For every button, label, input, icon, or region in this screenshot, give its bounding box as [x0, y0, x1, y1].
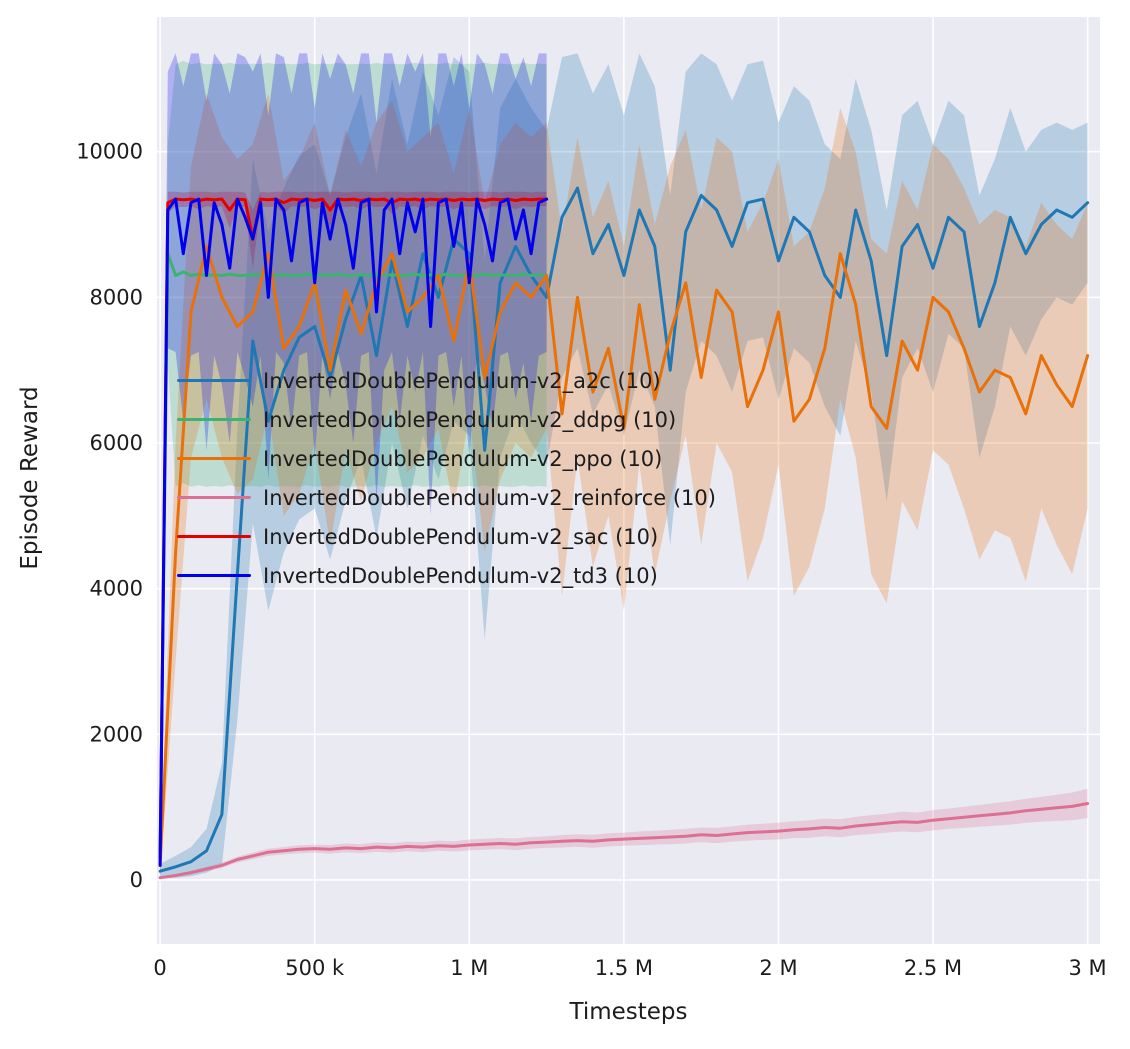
band-ppo [160, 93, 1088, 877]
y-tick-label: 6000 [90, 431, 143, 455]
legend-label: InvertedDoublePendulum-v2_a2c (10) [263, 368, 661, 393]
y-tick-label: 8000 [90, 285, 143, 309]
series-line-td3 [158, 197, 549, 867]
series-lines [158, 186, 1090, 880]
y-tick-label: 4000 [90, 577, 143, 601]
band-td3 [160, 53, 547, 888]
x-tick-label: 500 k [285, 956, 345, 980]
y-axis-label: Episode Reward [17, 386, 43, 570]
legend-label: InvertedDoublePendulum-v2_ddpg (10) [263, 407, 677, 432]
legend-line-swatch-td3 [177, 574, 251, 577]
grid [157, 17, 1100, 944]
x-tick-label: 1 M [450, 956, 488, 980]
legend-item-reinforce: InvertedDoublePendulum-v2_reinforce (10) [177, 478, 716, 517]
legend: InvertedDoublePendulum-v2_a2c (10) Invert… [177, 361, 716, 595]
series-line-sac [158, 197, 549, 860]
x-tick-label: 3 M [1069, 956, 1107, 980]
legend-label: InvertedDoublePendulum-v2_sac (10) [263, 524, 659, 549]
legend-line-swatch-a2c [177, 379, 251, 382]
legend-line-swatch-ppo [177, 457, 251, 460]
legend-line-swatch-sac [177, 535, 251, 538]
legend-label: InvertedDoublePendulum-v2_ppo (10) [263, 446, 663, 471]
legend-item-a2c: InvertedDoublePendulum-v2_a2c (10) [177, 361, 716, 400]
legend-item-td3: InvertedDoublePendulum-v2_td3 (10) [177, 556, 716, 595]
legend-item-ppo: InvertedDoublePendulum-v2_ppo (10) [177, 439, 716, 478]
x-tick-label: 0 [153, 956, 166, 980]
y-tick-label: 2000 [90, 722, 143, 746]
legend-item-sac: InvertedDoublePendulum-v2_sac (10) [177, 517, 716, 556]
x-tick-label: 1.5 M [595, 956, 653, 980]
band-ddpg [160, 60, 547, 873]
legend-label: InvertedDoublePendulum-v2_td3 (10) [263, 563, 658, 588]
legend-item-ddpg: InvertedDoublePendulum-v2_ddpg (10) [177, 400, 716, 439]
series-line-ddpg [158, 252, 549, 853]
legend-label: InvertedDoublePendulum-v2_reinforce (10) [263, 485, 716, 510]
x-tick-label: 2.5 M [904, 956, 962, 980]
x-tick-label: 2 M [759, 956, 797, 980]
y-tick-label: 0 [130, 868, 143, 892]
x-axis-label: Timesteps [569, 999, 688, 1025]
band-reinforce [160, 788, 1088, 879]
legend-line-swatch-reinforce [177, 496, 251, 499]
series-line-a2c [158, 186, 1090, 873]
series-line-reinforce [158, 802, 1090, 880]
legend-line-swatch-ddpg [177, 418, 251, 421]
y-tick-label: 10000 [76, 140, 143, 164]
